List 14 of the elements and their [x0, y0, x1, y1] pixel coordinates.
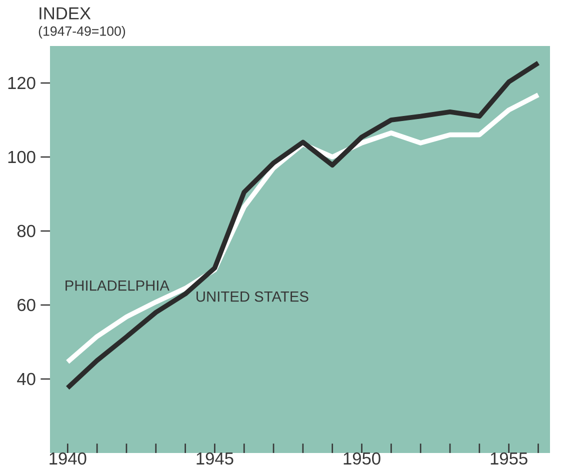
- series-label: UNITED STATES: [196, 291, 308, 302]
- chart-title: INDEX: [40, 7, 91, 20]
- series-label: PHILADELPHIA: [66, 280, 170, 291]
- line-series: [65, 60, 541, 390]
- y-tick-label: 120: [8, 76, 36, 90]
- y-tick-label: 60: [18, 298, 36, 312]
- x-tick-label: 1940: [50, 452, 86, 465]
- y-tick-label: 80: [17, 224, 36, 238]
- chart-subtitle: (1947-49=100): [38, 26, 126, 38]
- y-tick-label: 100: [8, 150, 36, 164]
- y-tick-label: 40: [17, 372, 36, 386]
- x-tick-label: 1950: [344, 452, 380, 465]
- x-tick-label: 1955: [490, 452, 528, 465]
- x-tick-label: 1945: [196, 452, 234, 465]
